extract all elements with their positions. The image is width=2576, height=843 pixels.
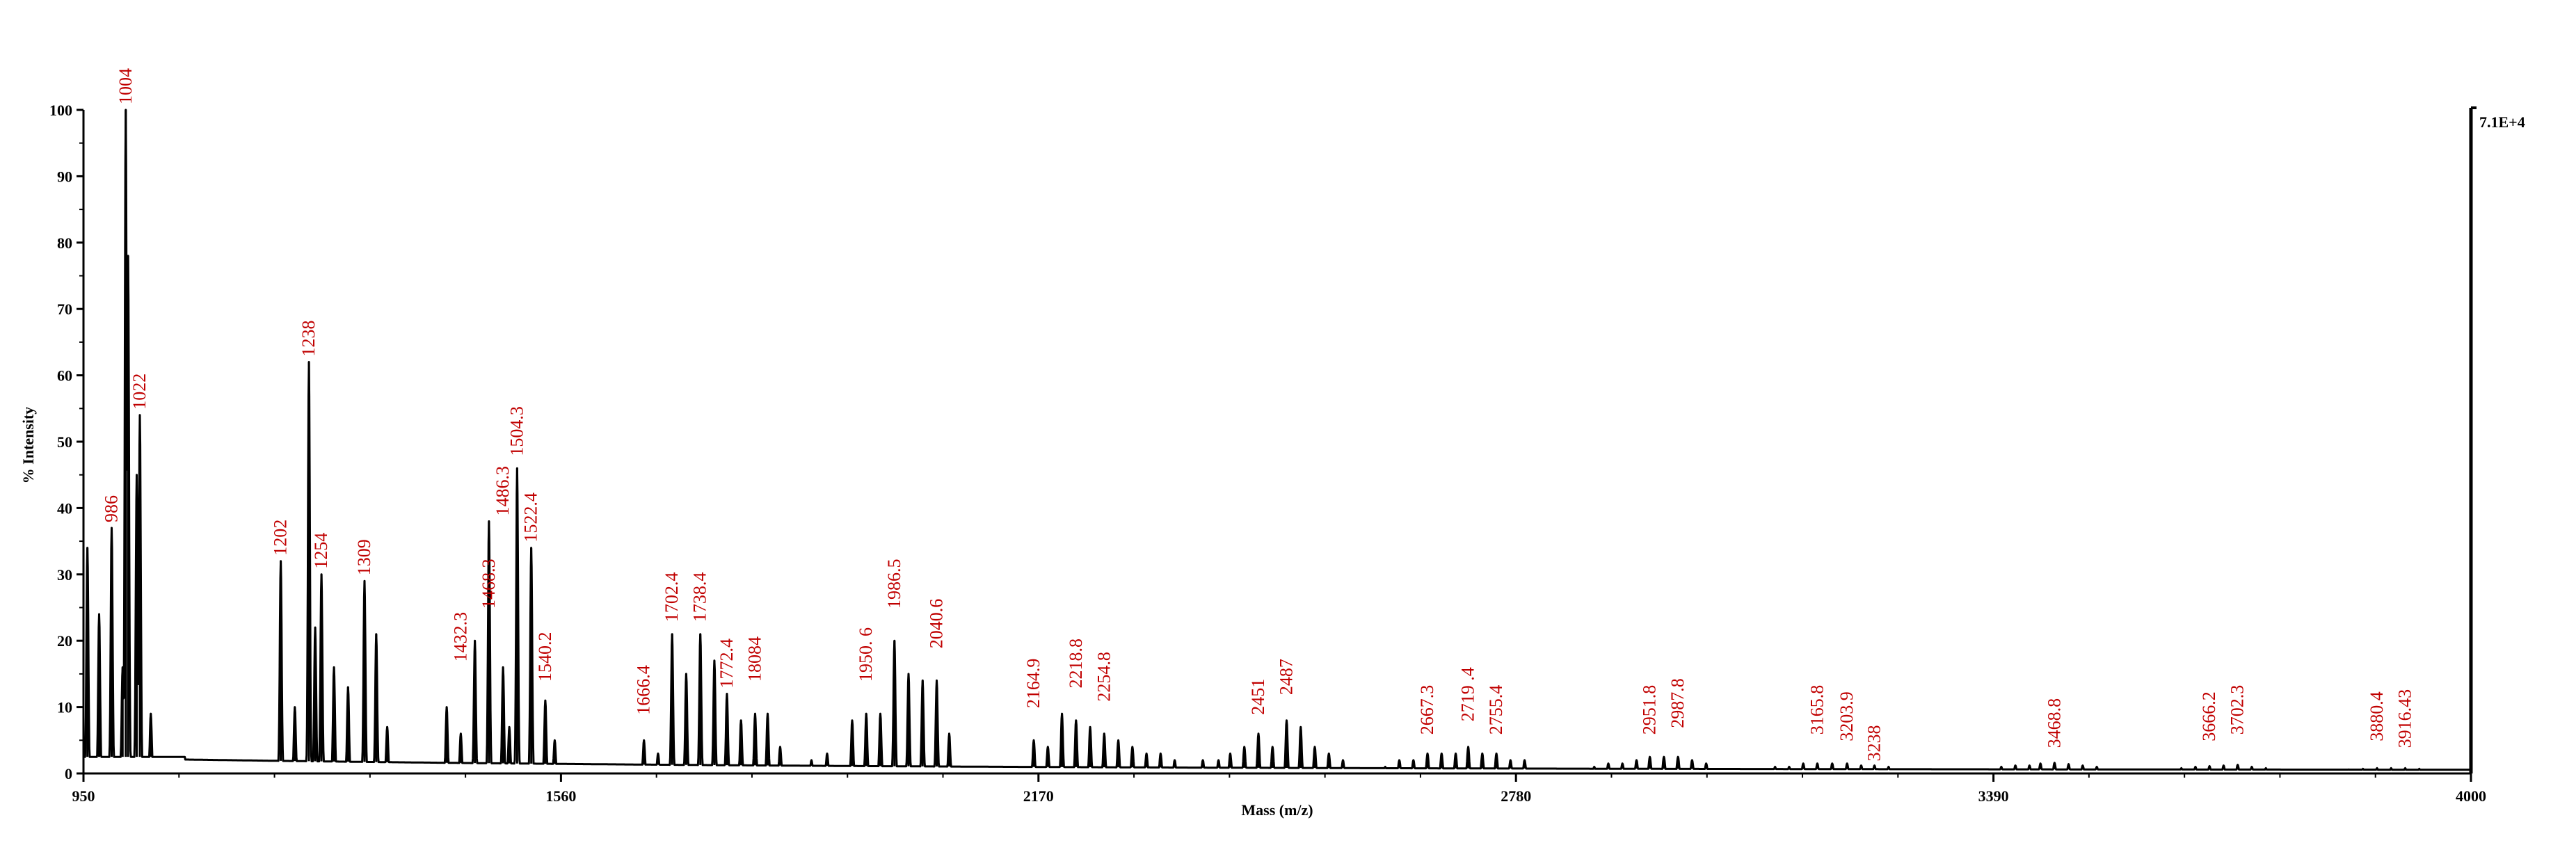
peak-label: 3666.2 — [2199, 691, 2219, 741]
peak-label: 2487 — [1277, 659, 1297, 695]
peak-label: 2164.9 — [1023, 659, 1043, 709]
peak-label: 1772.4 — [717, 639, 737, 689]
peak-label: 1309 — [354, 539, 374, 575]
ticks: 0 10 20 30 40 50 60 70 80 90 100 950 1560 2170 2780 339… — [49, 102, 2486, 805]
y-tick-label: 40 — [57, 499, 72, 517]
peak-label: 1022 — [129, 374, 150, 410]
peak-label: 1202 — [271, 520, 291, 556]
y-tick-label: 30 — [57, 566, 72, 584]
peak-labels: 986 1004 1022 1202 1238 1254 1309 1432.3 1468.3 1… — [102, 68, 2415, 762]
peak-label: 2719 .4 — [1458, 667, 1478, 721]
peak-label: 1486.3 — [493, 466, 513, 516]
peak-label: 18084 — [745, 636, 765, 682]
peak-label: 1432.3 — [450, 612, 470, 662]
peak-label: 1666.4 — [634, 665, 654, 715]
peak-label: 3916.43 — [2395, 689, 2415, 748]
y-tick-label: 80 — [57, 234, 72, 252]
y-tick-label: 60 — [57, 367, 72, 385]
peak-label: 2254.8 — [1094, 652, 1114, 702]
peak-label: 3468.8 — [2044, 698, 2064, 748]
y-tick-label: 70 — [57, 300, 72, 318]
y-tick-label: 50 — [57, 433, 72, 451]
peak-label: 2987.8 — [1667, 678, 1688, 728]
y-tick-label: 100 — [49, 102, 72, 119]
x-tick-label: 2780 — [1501, 787, 1531, 805]
peak-label: 2451 — [1248, 679, 1268, 715]
peak-label: 3165.8 — [1807, 685, 1827, 735]
peak-label: 1004 — [115, 68, 136, 104]
x-tick-label: 3390 — [1978, 787, 2009, 805]
peak-label: 1238 — [298, 321, 319, 357]
y-tick-label: 10 — [57, 699, 72, 716]
spectrum-trace — [83, 109, 2472, 771]
peak-label: 3203.9 — [1837, 691, 1857, 741]
peak-label: 1522.4 — [521, 492, 541, 543]
y-axis-title: % Intensity — [19, 407, 37, 484]
x-tick-label: 4000 — [2456, 787, 2486, 805]
peak-label: 3702.3 — [2227, 685, 2248, 735]
peak-label: 1254 — [311, 533, 331, 569]
y-tick-label: 90 — [57, 168, 72, 185]
peak-label: 2218.8 — [1066, 639, 1086, 689]
peak-label: 1738.4 — [690, 572, 710, 623]
peak-label: 1468.3 — [479, 559, 499, 609]
plot-area — [83, 109, 2472, 771]
x-tick-label: 2170 — [1023, 787, 1054, 805]
peak-label: 1950. 6 — [856, 627, 876, 682]
peak-label: 2951.8 — [1640, 685, 1660, 735]
x-tick-label: 950 — [72, 787, 95, 805]
peak-label: 3238 — [1864, 725, 1885, 762]
peak-label: 2755.4 — [1486, 685, 1506, 735]
x-axis-title: Mass (m/z) — [1241, 801, 1313, 819]
peak-label: 1702.4 — [662, 572, 682, 623]
x-tick-label: 1560 — [545, 787, 576, 805]
peak-label: 2667.3 — [1417, 685, 1437, 735]
max-intensity-label: 7.1E+4 — [2479, 113, 2525, 131]
peak-label: 1986.5 — [884, 559, 904, 609]
y-tick-label: 0 — [65, 765, 72, 782]
peak-label: 1540.2 — [535, 632, 555, 682]
y-tick-label: 20 — [57, 632, 72, 650]
peak-label: 3880.4 — [2367, 691, 2387, 741]
peak-label: 1504.3 — [506, 406, 527, 456]
peak-label: 986 — [102, 495, 122, 522]
peak-label: 2040.6 — [927, 599, 947, 649]
